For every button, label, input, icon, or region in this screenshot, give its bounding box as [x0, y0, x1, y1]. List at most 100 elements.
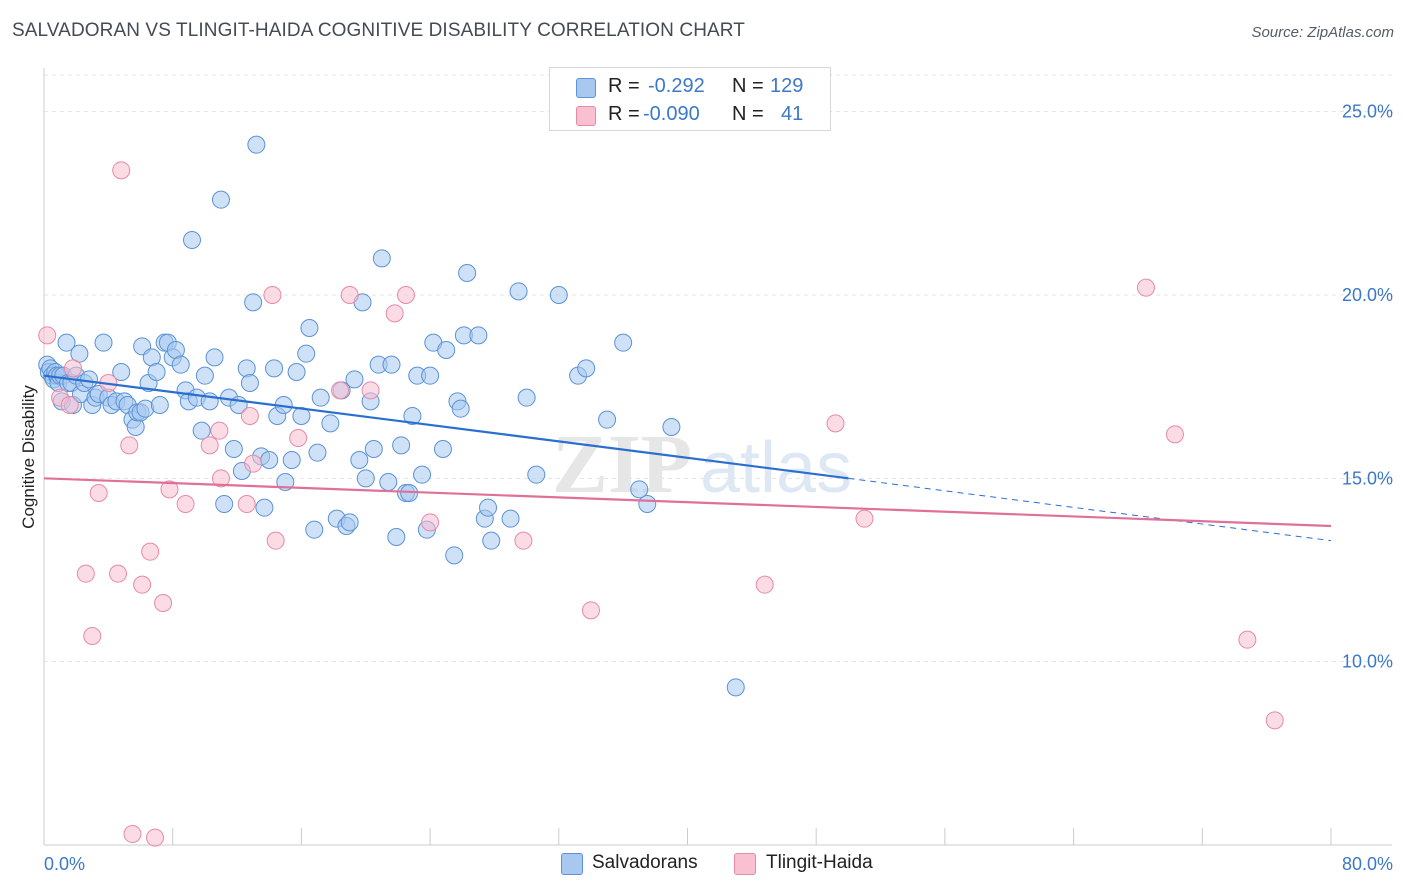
salvadorans-point [205, 348, 224, 367]
salvadorans-point [211, 190, 230, 209]
y-tick-label: 25.0% [1342, 102, 1393, 122]
salvadorans-point [469, 326, 488, 345]
salvadorans-point [392, 436, 411, 455]
stats-legend: R = -0.292 N = 129 R = -0.090 N = 41 [549, 67, 831, 131]
salvadorans-point [356, 469, 375, 488]
salvadorans-point [321, 414, 340, 433]
trend-lines [43, 374, 1332, 542]
x-tick-label: 0.0% [44, 854, 85, 874]
salvadorans-point [345, 370, 364, 389]
salvadorans-point [598, 410, 617, 429]
tlingit-haida-point [331, 381, 350, 400]
tlingit-haida-point [1165, 425, 1184, 444]
salvadorans-point [662, 418, 681, 436]
chart-title: SALVADORAN VS TLINGIT-HAIDA COGNITIVE DI… [12, 20, 745, 41]
salvadorans-point [501, 509, 520, 528]
salvadorans-point [433, 440, 452, 458]
salvadorans-point [300, 319, 319, 337]
tlingit-haida-point [60, 396, 79, 414]
salvadorans-legend-swatch [561, 853, 583, 875]
salvadorans-trend-extension [848, 477, 1332, 542]
salvadorans-point [237, 359, 256, 378]
tlingit-haida-point [361, 381, 380, 400]
salvadorans-point [350, 451, 369, 469]
tlingit-haida-point [63, 359, 82, 378]
salvadorans-point [403, 407, 422, 425]
salvadorans-point [305, 520, 324, 539]
tlingit-haida-point [123, 825, 142, 843]
salvadorans-point [57, 333, 76, 352]
tlingit-haida-point [244, 454, 263, 473]
salvadorans-point [255, 498, 274, 517]
tlingit-haida-point [1136, 278, 1155, 297]
r-value: -0.292 [648, 75, 705, 97]
salvadorans-point [240, 374, 259, 392]
y-tick-label: 10.0% [1342, 652, 1393, 672]
legend-row-salvadorans: R = -0.292 N = 129 [550, 73, 830, 101]
salvadorans-point [244, 293, 263, 312]
tlingit-haida-point [141, 542, 160, 561]
salvadorans-point [192, 421, 211, 440]
tlingit-haida-point [109, 564, 128, 583]
x-tick-label: 80.0% [1342, 854, 1393, 874]
y-axis-title: Cognitive Disability [19, 385, 38, 529]
salvadorans-point [482, 531, 501, 550]
tlingit-haida-points [38, 161, 1284, 847]
salvadorans-point [638, 495, 657, 513]
salvadorans-point [437, 341, 456, 359]
salvadorans-point [287, 363, 306, 381]
y-tick-label: 15.0% [1342, 468, 1393, 488]
source-credit: Source: ZipAtlas.com [1251, 24, 1394, 41]
tlingit-haida-point [581, 601, 600, 620]
salvadorans-point [80, 370, 99, 389]
salvadorans-point [265, 359, 284, 378]
tlingit-haida-point [146, 828, 165, 847]
legend-row-tlingit-haida: R = -0.090 N = 41 [550, 101, 830, 129]
tlingit-haida-point [755, 575, 774, 594]
salvadorans-point [308, 443, 327, 462]
y-tick-label: 20.0% [1342, 285, 1393, 305]
salvadorans-point [451, 399, 470, 418]
salvadorans-point [340, 513, 359, 532]
tlingit-haida-point [237, 495, 256, 513]
tlingit-haida-point [240, 407, 259, 425]
tlingit-haida-point [1265, 711, 1284, 730]
axes [43, 68, 1392, 846]
tlingit-haida-point [289, 429, 308, 447]
salvadorans-point [150, 396, 169, 414]
salvadorans-trend-line [43, 374, 849, 480]
tlingit-haida-point [1238, 630, 1257, 649]
salvadorans-point [509, 282, 528, 301]
salvadorans-point [311, 388, 330, 407]
tlingit-haida-point [120, 436, 139, 455]
tlingit-haida-point [133, 575, 152, 594]
salvadorans-point [614, 333, 633, 352]
tlingit-haida-point [514, 531, 533, 550]
salvadorans-point [445, 546, 464, 565]
tlingit-haida-point [826, 414, 845, 433]
legend-label-tlingit-haida: Tlingit-Haida [766, 852, 873, 873]
salvadorans-point [387, 528, 406, 546]
tlingit-haida-point [266, 531, 285, 550]
n-value: 129 [770, 75, 804, 97]
tick-labels: 10.0% 15.0% 20.0% 25.0% 0.0% 80.0% [44, 102, 1393, 874]
tlingit-haida-point [263, 286, 282, 304]
r-value: -0.090 [643, 103, 700, 125]
watermark: ZIP atlas [552, 418, 852, 511]
salvadorans-point [527, 465, 546, 484]
tlingit-haida-point [89, 484, 108, 502]
salvadorans-point [147, 363, 166, 381]
salvadorans-point [297, 344, 316, 363]
tlingit-haida-point [83, 627, 102, 645]
salvadorans-point [364, 440, 383, 458]
tlingit-haida-point [200, 436, 219, 455]
tlingit-haida-point [160, 480, 179, 499]
tlingit-haida-point [38, 326, 57, 345]
r-label: R = [608, 103, 640, 125]
tlingit-haida-point [855, 509, 874, 528]
salvadorans-point [171, 355, 190, 374]
salvadorans-point [421, 366, 440, 385]
r-label: R = [608, 75, 640, 97]
salvadorans-point [577, 359, 596, 378]
